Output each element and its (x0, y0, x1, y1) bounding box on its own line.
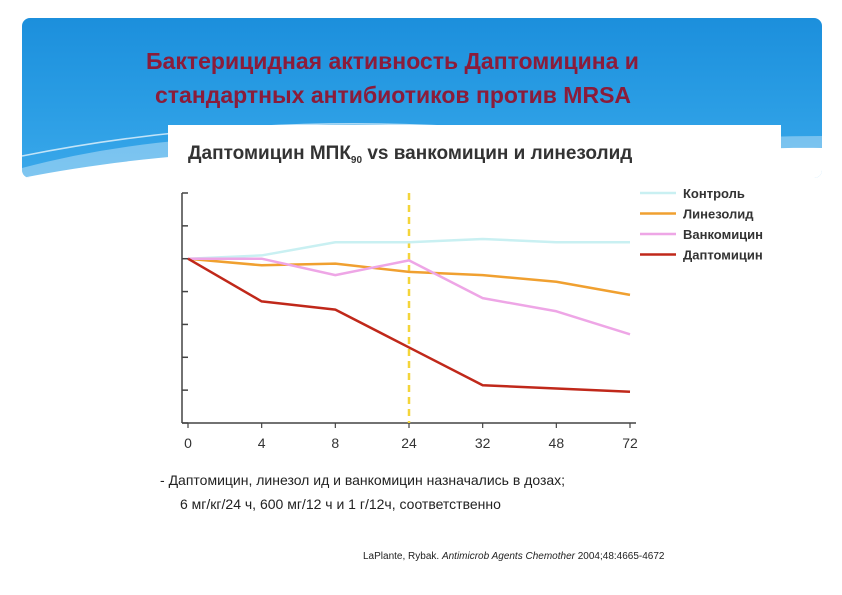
slide-title-line-1: Бактерицидная активность Даптомицина и (146, 48, 639, 74)
footnote-bullet: - (160, 472, 165, 488)
x-tick-label: 72 (622, 435, 638, 451)
chart-title: Даптомицин МПК90 vs ванкомицин и линезол… (188, 143, 632, 166)
chart-panel (168, 125, 781, 460)
series-line-Ванкомицин (188, 257, 631, 336)
footnote-line-1: Даптомицин, линезол ид и ванкомицин назн… (168, 472, 566, 488)
chart-title-main: Даптомицин МПК (188, 143, 351, 164)
slide-title-line-2: стандартных антибиотиков против MRSA (155, 82, 632, 108)
x-tick-label: 8 (331, 435, 339, 451)
series-line-Даптомицин (187, 257, 631, 394)
footnote: - Даптомицин, линезол ид и ванкомицин на… (160, 468, 565, 516)
x-tick-label: 0 (184, 435, 192, 451)
legend-label: Даптомицин (683, 248, 763, 263)
x-tick-label: 24 (401, 435, 417, 451)
citation-authors: LaPlante, Rybak. (363, 551, 442, 562)
legend-label: Ванкомицин (683, 227, 763, 242)
x-tick-label: 4 (258, 435, 266, 451)
legend-label: Контроль (683, 186, 745, 201)
x-tick-label: 32 (475, 435, 491, 451)
x-tick-label: 48 (549, 435, 565, 451)
citation-details: 2004;48:4665-4672 (574, 551, 665, 562)
legend-label: Линезолид (683, 207, 754, 222)
footnote-line-2: 6 мг/кг/24 ч, 600 мг/12 ч и 1 г/12ч, соо… (180, 496, 501, 512)
slide-title: Бактерицидная активность Даптомицина и с… (140, 44, 780, 112)
citation: LaPlante, Rybak. Antimicrob Agents Chemo… (363, 551, 665, 562)
chart-title-subscript: 90 (350, 155, 363, 166)
citation-journal: Antimicrob Agents Chemother (441, 551, 575, 562)
chart-title-rest: vs ванкомицин и линезолид (362, 143, 633, 164)
series-line-Линезолид (187, 257, 631, 297)
series-line-Контроль (187, 237, 630, 260)
